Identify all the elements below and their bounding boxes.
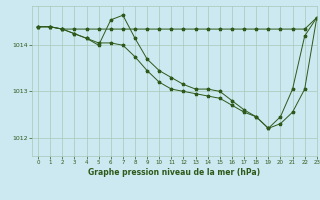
X-axis label: Graphe pression niveau de la mer (hPa): Graphe pression niveau de la mer (hPa) — [88, 168, 260, 177]
